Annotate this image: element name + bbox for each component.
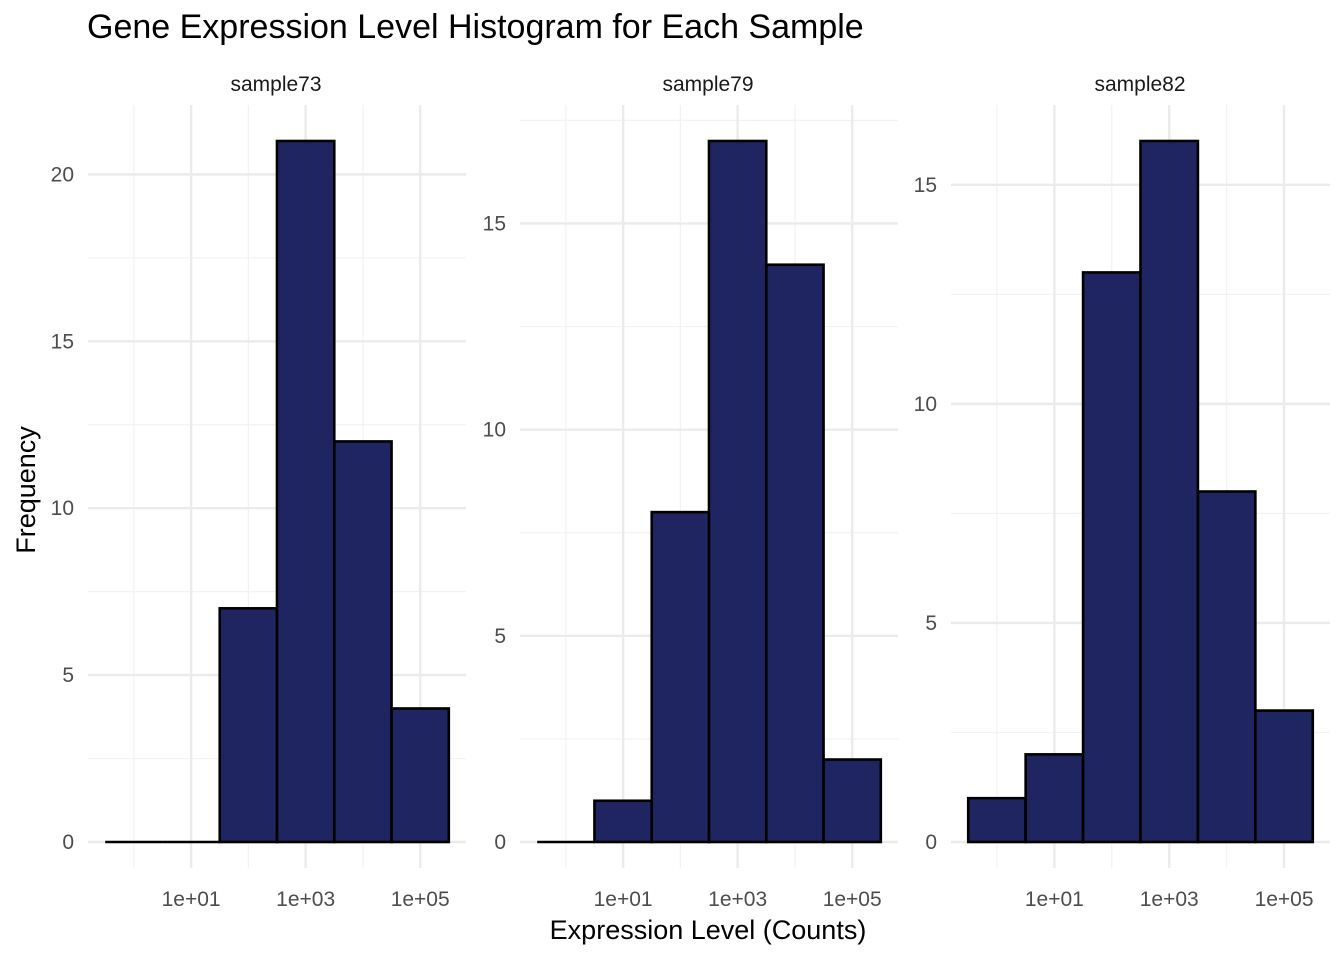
y-tick-label: 0	[925, 831, 937, 854]
x-tick-label: 1e+05	[823, 888, 882, 911]
histogram-bar	[707, 139, 768, 844]
x-tick-label: 1e+03	[276, 888, 335, 911]
facet-sample79: sample79 0 5 10 15 1e+01 1e+03 1e+05	[483, 73, 898, 911]
x-tick-label: 1e+03	[1140, 888, 1199, 911]
histogram-bar	[764, 263, 825, 844]
histogram-bar	[332, 440, 393, 844]
y-tick-label: 15	[914, 174, 937, 197]
x-axis-label: Expression Level (Counts)	[550, 915, 867, 945]
histogram-bar	[275, 139, 336, 844]
chart-title: Gene Expression Level Histogram for Each…	[87, 8, 864, 46]
x-tick-label: 1e+03	[708, 888, 767, 911]
facet-sample82: sample82 0 5 10 15 1e+01 1e+03 1e+05	[914, 73, 1330, 911]
histogram-bar	[650, 510, 711, 844]
histogram-bar	[218, 607, 279, 844]
y-tick-label: 15	[51, 330, 74, 353]
histogram-bar	[966, 796, 1027, 844]
facet-strip-label: sample73	[230, 73, 321, 96]
histogram-bar	[390, 707, 451, 844]
y-tick-label: 5	[925, 612, 937, 635]
y-tick-label: 20	[51, 163, 74, 186]
histogram-bar	[1254, 709, 1315, 844]
y-axis-label: Frequency	[11, 426, 41, 554]
histogram-bar	[1024, 753, 1085, 844]
facet-sample73: sample73 0 5 10 15 20 1e+01 1e+03 1e+05	[51, 73, 466, 911]
facet-strip-label: sample82	[1094, 73, 1185, 96]
y-tick-label: 0	[494, 831, 506, 854]
x-tick-label: 1e+01	[162, 888, 221, 911]
x-tick-label: 1e+01	[1025, 888, 1084, 911]
y-tick-label: 10	[914, 393, 937, 416]
histogram-bar	[1081, 271, 1142, 844]
histogram-bar	[593, 799, 654, 844]
histogram-bar	[1196, 490, 1257, 844]
x-tick-label: 1e+01	[594, 888, 653, 911]
histogram-bar	[822, 758, 883, 844]
y-tick-label: 5	[62, 664, 74, 687]
y-tick-label: 10	[51, 497, 74, 520]
facet-strip-label: sample79	[662, 73, 753, 96]
y-tick-label: 10	[483, 419, 506, 442]
y-tick-label: 15	[483, 212, 506, 235]
x-tick-label: 1e+05	[1255, 888, 1314, 911]
histogram-bar	[1139, 139, 1200, 844]
facet-panels: sample73 0 5 10 15 20 1e+01 1e+03 1e+05 sample79 0…	[51, 73, 1330, 911]
y-tick-label: 0	[62, 831, 74, 854]
y-tick-label: 5	[494, 625, 506, 648]
x-tick-label: 1e+05	[391, 888, 450, 911]
